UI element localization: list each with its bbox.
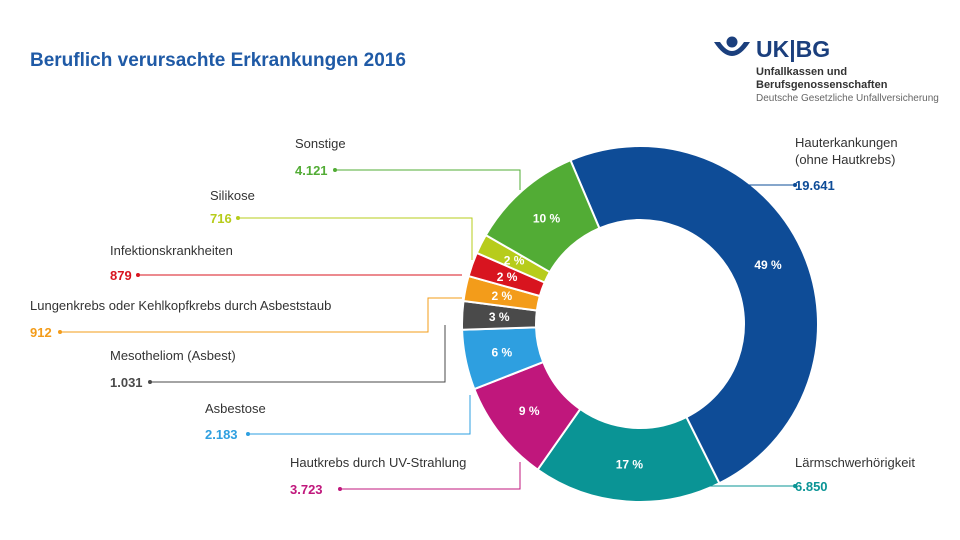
logo-line-2: Berufsgenossenschaften (756, 79, 888, 91)
leader-dot (58, 330, 62, 334)
slice-percent-label: 6 % (492, 345, 513, 359)
slice-value-label: 4.121 (295, 163, 328, 178)
leader-dot (236, 216, 240, 220)
slice-value-label: 3.723 (290, 482, 323, 497)
slice-value-label: 912 (30, 325, 52, 340)
slice-value-label: 19.641 (795, 178, 835, 193)
slice-percent-label: 10 % (533, 211, 561, 225)
donut-slice-9 (484, 158, 601, 274)
slice-percent-label: 17 % (616, 458, 644, 472)
logo-line-3: Deutsche Gesetzliche Unfallversicherung (756, 93, 939, 104)
leader-dot (793, 484, 797, 488)
slice-name-label: Hautkrebs durch UV-Strahlung (290, 455, 466, 470)
ukbg-logo-icon (714, 36, 750, 56)
slice-value-label: 6.850 (795, 479, 828, 494)
leader-dot (148, 380, 152, 384)
chart-title: Beruflich verursachte Erkrankungen 2016 (30, 50, 406, 71)
slice-name-label: Silikose (210, 188, 255, 203)
slice-name-label: Infektionskrankheiten (110, 243, 233, 258)
slice-value-label: 2.183 (205, 427, 238, 442)
leader-line (335, 169, 521, 190)
slice-name-label: Lärmschwerhörigkeit (795, 455, 915, 470)
logo-brand: UK|BG (756, 36, 831, 62)
leader-dot (338, 487, 342, 491)
leader-dot (333, 168, 337, 172)
slice-name-label: Sonstige (295, 136, 346, 151)
slice-value-label: 716 (210, 211, 232, 226)
slice-percent-label: 3 % (489, 310, 510, 324)
leader-line (150, 325, 446, 383)
leader-dot (793, 183, 797, 187)
slice-percent-label: 49 % (754, 258, 782, 272)
slice-name-label: (ohne Hautkrebs) (795, 152, 895, 167)
logo-line-1: Unfallkassen und (756, 66, 848, 78)
leader-line (238, 217, 473, 260)
slice-percent-label: 2 % (492, 289, 513, 303)
donut-slice-1 (569, 145, 820, 485)
ukbg-logo: UK|BG Unfallkassen und Berufsgenossensch… (712, 36, 952, 106)
leader-line (340, 462, 521, 490)
leader-line (248, 395, 471, 435)
leader-dot (136, 273, 140, 277)
slice-value-label: 879 (110, 268, 132, 283)
slice-name-label: Lungenkrebs oder Kehlkopfkrebs durch Asb… (30, 298, 331, 313)
slice-name-label: Mesotheliom (Asbest) (110, 348, 236, 363)
slice-percent-label: 9 % (519, 404, 540, 418)
slice-name-label: Asbestose (205, 401, 266, 416)
slice-value-label: 1.031 (110, 375, 143, 390)
slice-percent-label: 2 % (497, 270, 518, 284)
leader-dot (246, 432, 250, 436)
leader-line (60, 297, 462, 333)
slice-name-label: Hauterkankungen (795, 135, 898, 150)
slice-percent-label: 2 % (504, 254, 525, 268)
